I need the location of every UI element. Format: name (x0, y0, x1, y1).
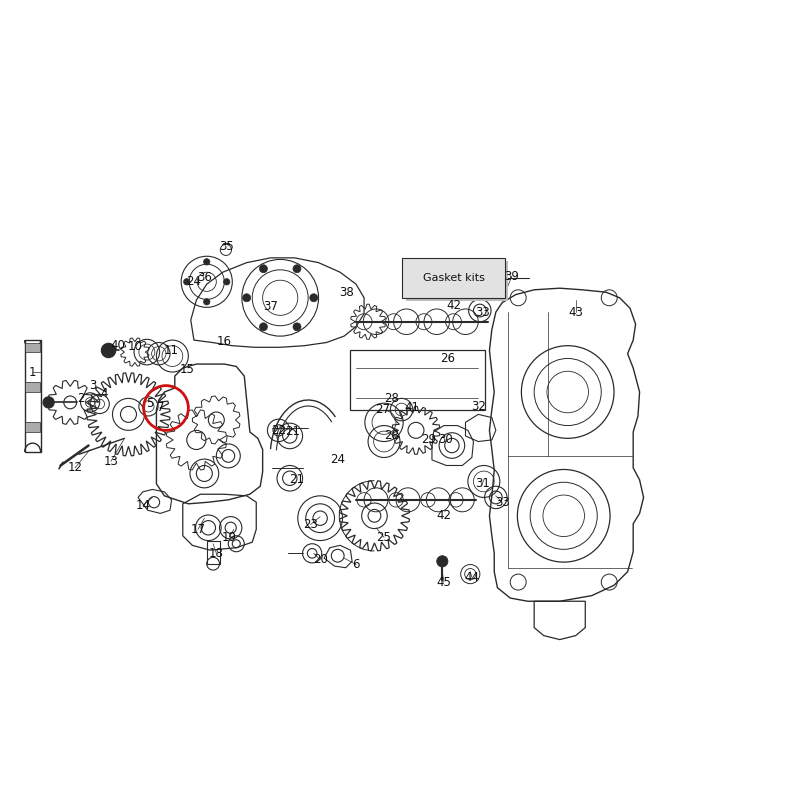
Text: 38: 38 (339, 286, 354, 298)
Text: 23: 23 (303, 518, 318, 531)
Text: 33: 33 (475, 306, 490, 318)
Circle shape (203, 258, 210, 265)
Text: 45: 45 (437, 575, 451, 589)
Circle shape (437, 556, 448, 567)
Text: 17: 17 (190, 523, 206, 536)
Text: 21: 21 (285, 426, 300, 438)
Bar (406, 261, 508, 301)
Text: Gasket kits: Gasket kits (422, 273, 485, 283)
Circle shape (203, 298, 210, 305)
Text: 24: 24 (330, 454, 346, 466)
Text: 43: 43 (568, 306, 583, 318)
Text: 25: 25 (377, 531, 391, 544)
Text: 7: 7 (157, 402, 164, 414)
Text: 5: 5 (146, 398, 154, 410)
Text: 19: 19 (222, 531, 237, 544)
Text: 29: 29 (422, 434, 436, 446)
Text: 18: 18 (209, 547, 224, 560)
Circle shape (259, 323, 267, 331)
Circle shape (293, 265, 301, 273)
Circle shape (102, 343, 116, 358)
Bar (206, 542, 219, 564)
Text: 4: 4 (101, 387, 108, 400)
Text: 16: 16 (217, 335, 232, 348)
Text: 42: 42 (447, 299, 462, 312)
Text: 39: 39 (504, 270, 519, 282)
Text: 20: 20 (313, 554, 327, 566)
Circle shape (183, 278, 190, 285)
Text: 28: 28 (385, 430, 399, 442)
Text: 2: 2 (77, 392, 84, 405)
Text: 33: 33 (495, 496, 510, 509)
Text: 42: 42 (437, 510, 451, 522)
Text: 28: 28 (385, 392, 399, 405)
Text: 44: 44 (464, 570, 479, 584)
Text: 40: 40 (110, 339, 126, 352)
Text: 14: 14 (135, 499, 150, 512)
Bar (26, 422, 40, 432)
Circle shape (223, 278, 230, 285)
Circle shape (259, 265, 267, 273)
Text: 11: 11 (163, 344, 178, 357)
Text: 3: 3 (89, 379, 96, 392)
Bar (402, 258, 505, 298)
Bar (26, 342, 40, 352)
Text: 32: 32 (471, 400, 486, 413)
Text: 27: 27 (375, 403, 390, 416)
Text: 24: 24 (186, 275, 202, 288)
Text: 13: 13 (103, 455, 118, 468)
Text: 6: 6 (352, 558, 360, 571)
Text: 12: 12 (67, 462, 82, 474)
Text: 36: 36 (197, 271, 212, 284)
Bar (26, 382, 40, 392)
Bar (350, 350, 485, 410)
Circle shape (242, 294, 250, 302)
Text: 15: 15 (179, 363, 194, 376)
Text: 22: 22 (271, 424, 286, 437)
Bar (25, 340, 41, 452)
Text: 10: 10 (127, 340, 142, 353)
Text: 41: 41 (405, 402, 419, 414)
Circle shape (43, 397, 54, 408)
Text: 30: 30 (438, 434, 453, 446)
Circle shape (293, 323, 301, 331)
Text: 37: 37 (263, 300, 278, 313)
Text: 26: 26 (441, 352, 455, 365)
Circle shape (310, 294, 318, 302)
Text: 31: 31 (475, 478, 490, 490)
Text: 1: 1 (29, 366, 36, 378)
Text: 21: 21 (289, 474, 304, 486)
Text: 35: 35 (219, 240, 234, 253)
